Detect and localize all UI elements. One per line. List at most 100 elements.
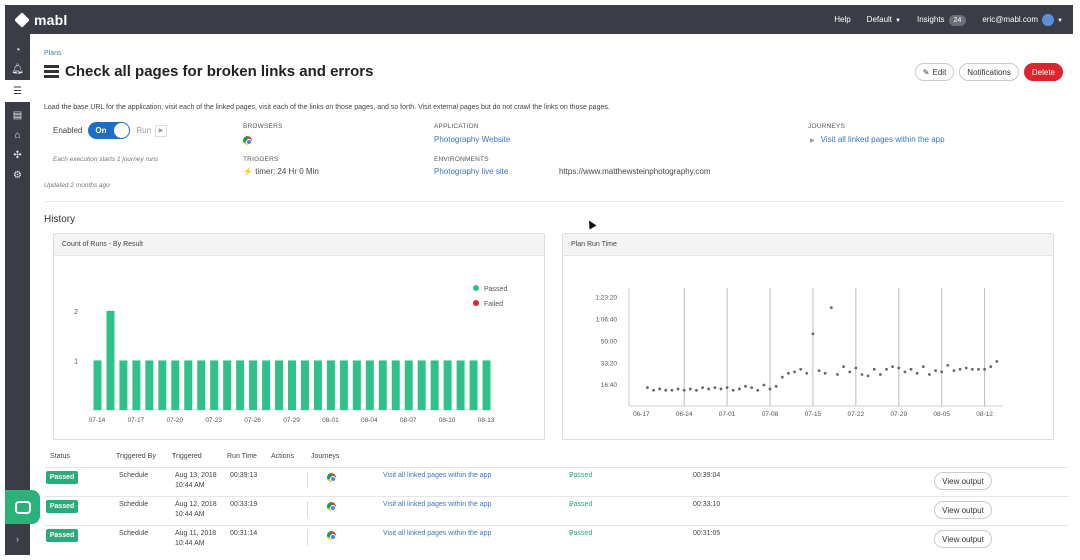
execution-note: Each execution starts 1 journey runs (53, 156, 159, 163)
run-time: 00:31:14 (230, 530, 258, 537)
chevron-right-icon[interactable]: › (16, 534, 19, 544)
data-point (983, 367, 987, 371)
check-icon: ✓ (569, 531, 575, 538)
x-tick-label: 08-10 (439, 417, 456, 424)
journey-link[interactable]: Visit all linked pages within the app (383, 530, 492, 537)
journey-link[interactable]: Visit all linked pages within the app (383, 501, 492, 508)
y-tick-label: 1:06:40 (595, 317, 617, 324)
environment-url: https://www.matthewsteinphotography.com (559, 167, 711, 176)
settings-icon[interactable]: ⚙ (13, 170, 22, 181)
bar (313, 360, 322, 410)
data-point (823, 371, 827, 375)
data-point (989, 365, 993, 369)
bar (443, 360, 452, 410)
edit-button[interactable]: ✎ Edit (914, 63, 955, 81)
col-triggered-by[interactable]: Triggered By (116, 453, 156, 460)
journey-time: 00:33:10 (693, 501, 721, 508)
triggered-time: 10:44 AM (175, 511, 205, 518)
toggle-on-label: On (95, 126, 107, 135)
data-point (878, 373, 882, 376)
toggle-knob (114, 123, 130, 138)
bell-icon[interactable]: 🔔︎ (11, 64, 24, 75)
insights-link[interactable]: Insights 24 (917, 15, 967, 26)
bar (391, 360, 400, 410)
view-output-button[interactable]: View output (934, 472, 992, 490)
table-row[interactable]: Passed Schedule Aug 12, 2018 10:44 AM 00… (44, 496, 1069, 525)
tests-icon[interactable]: ▤ (12, 110, 23, 121)
data-point (842, 365, 845, 369)
bar (365, 360, 374, 410)
col-status[interactable]: Status (50, 453, 70, 460)
data-point (970, 367, 974, 371)
table-row[interactable]: Passed Schedule Aug 13, 2018 10:44 AM 00… (44, 467, 1069, 496)
data-point (799, 367, 803, 371)
mouse-cursor-icon (585, 218, 597, 230)
data-point (762, 383, 766, 387)
view-output-button[interactable]: View output (934, 501, 992, 519)
breadcrumb[interactable]: Plans (44, 50, 62, 57)
sidebar: ◔ 🔔︎ ☰ ▤ ⌂ ✣ ⚙ › (5, 34, 30, 555)
chat-button[interactable] (5, 490, 40, 524)
bar (339, 360, 348, 410)
data-point (848, 370, 852, 374)
plans-icon[interactable]: ☰ (5, 80, 30, 102)
notifications-button[interactable]: Notifications (959, 63, 1019, 81)
y-tick-label: 16:40 (601, 382, 618, 389)
legend-swatch (473, 285, 479, 291)
data-point (664, 388, 668, 392)
data-point (958, 367, 962, 371)
plan-description: Load the base URL for the application, v… (44, 104, 610, 111)
help-link[interactable]: Help (834, 15, 851, 24)
y-tick-label: 1 (74, 358, 78, 365)
data-point (872, 367, 876, 371)
top-bar: mabl Help Default ▼ Insights 24 eric@mabl.… (5, 5, 1073, 34)
bar (456, 360, 465, 410)
triggered-date: Aug 12, 2018 (175, 501, 217, 508)
view-output-button[interactable]: View output (934, 530, 992, 548)
triggered-by: Schedule (119, 501, 149, 508)
data-point (756, 388, 760, 392)
environment-link[interactable]: Photography live site (434, 167, 509, 176)
history-title: History (44, 214, 76, 225)
chrome-icon (327, 502, 336, 511)
col-run-time[interactable]: Run Time (227, 453, 257, 460)
divider (44, 201, 1064, 202)
data-point (688, 387, 692, 391)
insights-count-badge: 24 (948, 15, 967, 26)
user-menu[interactable]: eric@mabl.com ▼ (982, 13, 1063, 26)
x-tick-label: 07-20 (166, 417, 183, 424)
run-time: 00:33:19 (230, 501, 258, 508)
x-tick-label: 08-05 (933, 411, 950, 418)
x-tick-label: 07-29 (283, 417, 300, 424)
x-tick-label: 07-15 (805, 411, 822, 418)
mabl-logo[interactable]: mabl (14, 11, 67, 29)
workspace-label: Default (866, 15, 893, 24)
chrome-icon (327, 531, 336, 540)
x-tick-label: 07-29 (890, 411, 907, 418)
bar (469, 360, 478, 410)
trigger-value: ⚡ timer: 24 Hr 0 Min (243, 167, 319, 176)
workspace-dropdown[interactable]: Default ▼ (867, 15, 901, 24)
data-point (719, 387, 723, 391)
run-label: Run (136, 126, 152, 135)
data-point (995, 360, 999, 363)
dashboard-icon[interactable]: ◔ (14, 45, 21, 56)
y-tick-label: 33:20 (601, 360, 618, 367)
journey-link[interactable]: ▶ Visit all linked pages within the app (810, 135, 945, 144)
data-point (768, 387, 772, 391)
application-link[interactable]: Photography Website (434, 135, 511, 144)
data-point (707, 387, 711, 391)
x-tick-label: 07-01 (719, 411, 736, 418)
runs-by-result-panel: Count of Runs - By Result 1 2 07-14 07-17 07… (53, 233, 545, 440)
bar (404, 360, 413, 410)
journey-link[interactable]: Visit all linked pages within the app (383, 472, 492, 479)
app-window: mabl Help Default ▼ Insights 24 eric@mabl.… (5, 5, 1073, 555)
table-row[interactable]: Passed Schedule Aug 11, 2018 10:44 AM 00… (44, 525, 1069, 554)
delete-button[interactable]: Delete (1023, 63, 1063, 81)
x-tick-label: 07-26 (244, 417, 261, 424)
run-button[interactable]: Run ▶ (136, 124, 168, 137)
data-point (915, 371, 919, 375)
integrations-icon[interactable]: ✣ (13, 150, 22, 161)
enabled-toggle[interactable]: On (88, 122, 131, 139)
environments-icon[interactable]: ⌂ (14, 130, 21, 141)
